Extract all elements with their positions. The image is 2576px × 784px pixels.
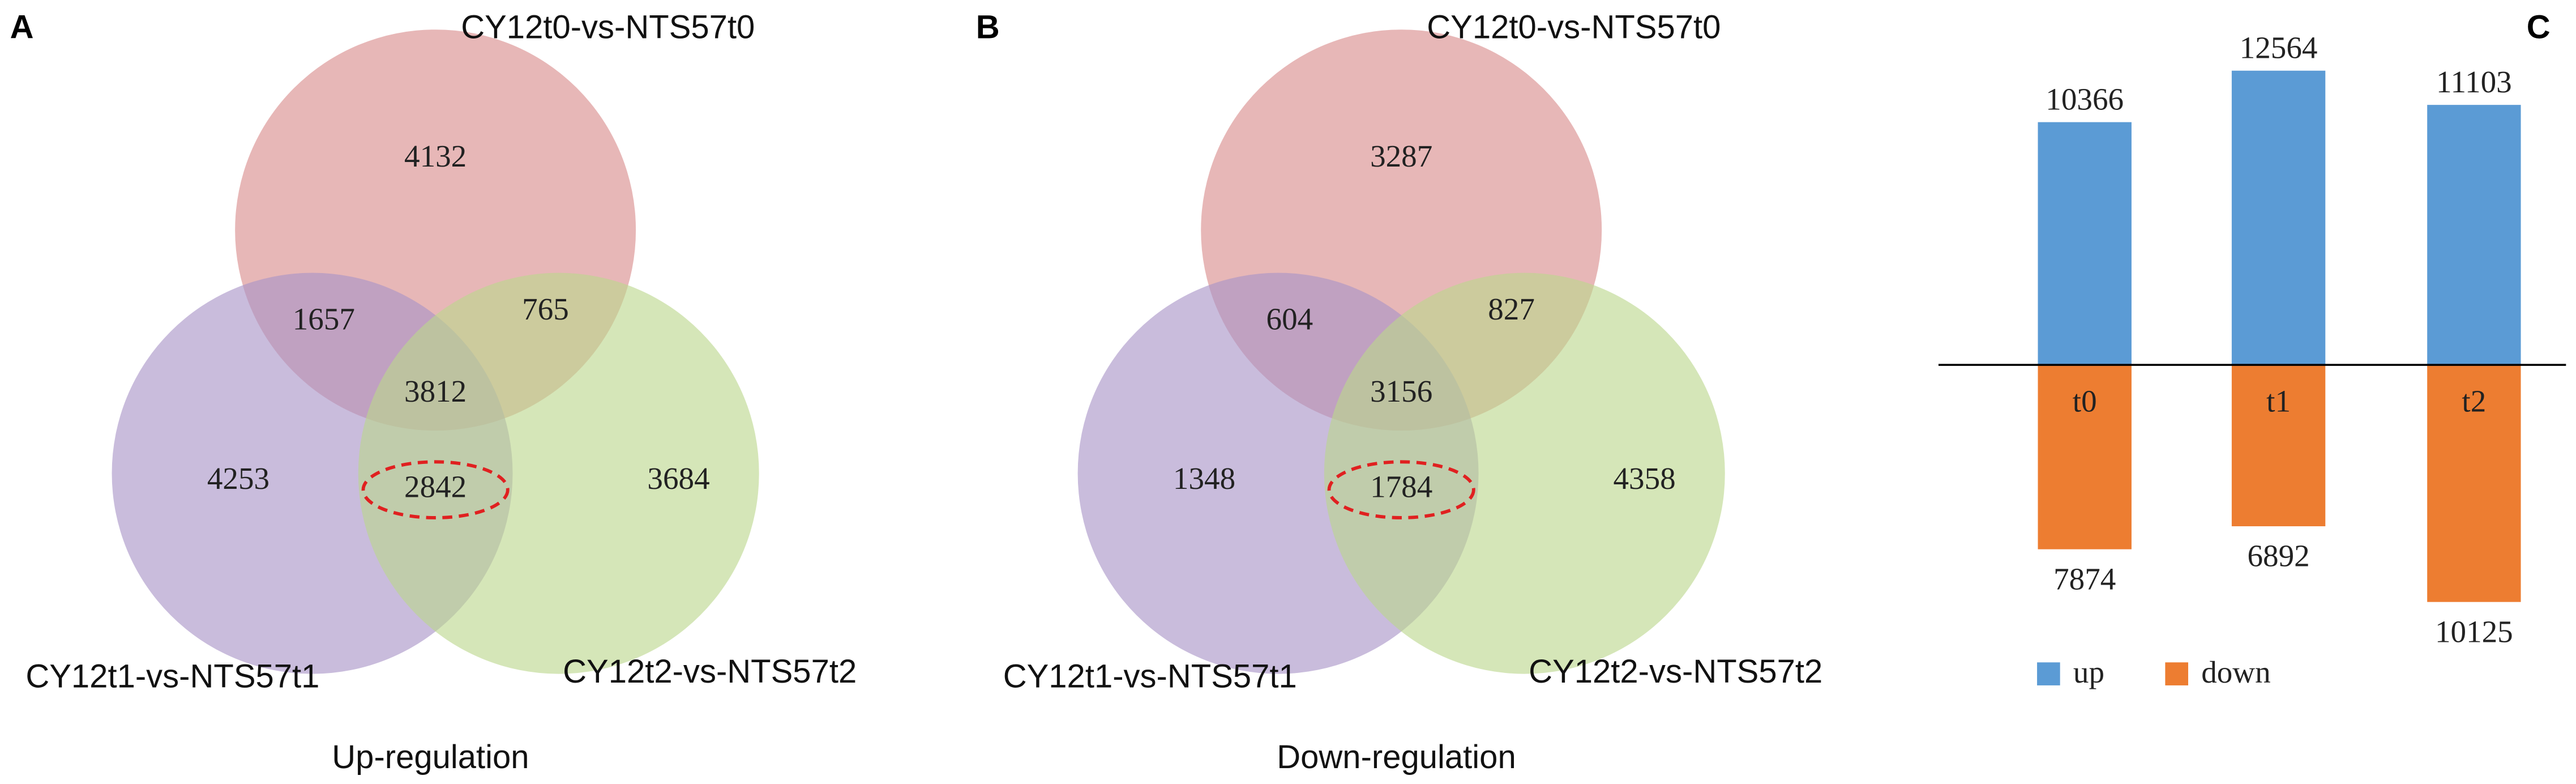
set-name: CY12t1-vs-NTS57t1 [1003, 658, 1297, 695]
bar [2038, 122, 2132, 365]
highlight-ellipse [1327, 460, 1475, 519]
legend-swatch [2165, 662, 2189, 685]
region-count: 3812 [404, 374, 467, 408]
bar [2038, 365, 2132, 549]
category-label: t1 [2266, 384, 2291, 418]
value-label: 10125 [2435, 614, 2513, 649]
highlight-ellipse [361, 460, 510, 519]
region-count: 4253 [207, 461, 269, 496]
panel-label: A [10, 9, 34, 46]
legend-swatch [2037, 662, 2060, 685]
region-count: 4358 [1614, 461, 1676, 496]
panel-label: B [976, 9, 1000, 46]
value-label: 11103 [2436, 65, 2512, 99]
category-label: t2 [2462, 384, 2486, 418]
value-label: 12564 [2240, 31, 2318, 65]
bar [2231, 365, 2326, 527]
region-count: 3156 [1370, 374, 1432, 408]
region-count: 3684 [647, 461, 709, 496]
legend-label: down [2201, 655, 2270, 689]
region-count: 604 [1266, 301, 1313, 336]
set-name: CY12t0-vs-NTS57t0 [461, 9, 755, 46]
region-count: 4132 [404, 139, 467, 173]
value-label: 7874 [2053, 561, 2116, 596]
venn-set [358, 272, 759, 674]
category-label: t0 [2073, 384, 2097, 418]
region-count: 827 [1488, 292, 1535, 326]
set-name: CY12t2-vs-NTS57t2 [563, 653, 857, 690]
set-name: CY12t1-vs-NTS57t1 [25, 658, 319, 695]
bar [2427, 365, 2521, 602]
set-name: CY12t0-vs-NTS57t0 [1427, 9, 1721, 46]
region-count: 2842 [404, 469, 467, 504]
region-count: 3287 [1370, 139, 1432, 173]
legend-label: up [2073, 655, 2104, 689]
venn-set [1324, 272, 1725, 674]
panel-label: C [2527, 9, 2551, 46]
region-count: 765 [522, 292, 569, 326]
value-label: 10366 [2046, 82, 2124, 116]
value-label: 6892 [2247, 539, 2309, 573]
venn-title: Down-regulation [1277, 739, 1516, 776]
set-name: CY12t2-vs-NTS57t2 [1529, 653, 1822, 690]
region-count: 1348 [1173, 461, 1235, 496]
bar [2231, 70, 2326, 365]
region-count: 1657 [293, 301, 355, 336]
region-count: 1784 [1370, 469, 1432, 504]
bar [2427, 105, 2521, 365]
venn-title: Up-regulation [332, 739, 529, 776]
